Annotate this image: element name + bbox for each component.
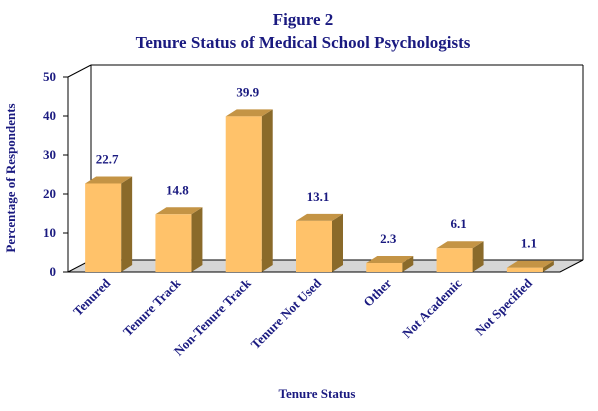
bar-top bbox=[296, 213, 343, 221]
y-tick-label: 10 bbox=[43, 225, 56, 240]
bar-side bbox=[472, 241, 484, 272]
y-tick-label: 30 bbox=[43, 147, 56, 162]
bar-front bbox=[296, 220, 332, 272]
bar-top bbox=[85, 176, 133, 184]
bar-top bbox=[436, 241, 484, 249]
bar-value-label: 22.7 bbox=[96, 151, 119, 166]
bar-value-label: 14.8 bbox=[166, 182, 189, 197]
x-category-label: Tenured bbox=[70, 275, 114, 319]
y-tick-label: 50 bbox=[43, 69, 56, 84]
bar-side bbox=[191, 207, 203, 272]
x-category-label: Tenure Not Used bbox=[248, 275, 325, 352]
x-category-label: Not Academic bbox=[399, 275, 465, 341]
x-category-label: Tenure Track bbox=[120, 275, 184, 339]
x-category-label: Non-Tenure Track bbox=[171, 275, 255, 359]
x-category-label: Not Specified bbox=[472, 275, 535, 338]
bar-front bbox=[155, 214, 192, 272]
bar-value-label: 2.3 bbox=[380, 231, 397, 246]
bar-front bbox=[85, 183, 122, 272]
chart-subtitle: Tenure Status of Medical School Psycholo… bbox=[136, 33, 471, 52]
bar bbox=[506, 260, 554, 272]
bar-side bbox=[402, 256, 414, 272]
bar bbox=[225, 109, 273, 272]
chart-title: Figure 2 bbox=[273, 10, 334, 29]
bar-side bbox=[542, 260, 554, 272]
bar-side bbox=[332, 213, 343, 272]
bar-top bbox=[366, 256, 414, 264]
bar-front bbox=[366, 263, 403, 272]
y-tick-label: 20 bbox=[43, 186, 56, 201]
bar-value-label: 6.1 bbox=[450, 216, 466, 231]
bar-front bbox=[506, 267, 543, 272]
bar-side bbox=[121, 176, 133, 272]
bar bbox=[436, 241, 484, 272]
bar-side bbox=[261, 109, 273, 272]
bar-value-label: 1.1 bbox=[521, 236, 537, 251]
bar bbox=[85, 176, 133, 272]
bar-front bbox=[225, 116, 262, 272]
bar-value-label: 39.9 bbox=[236, 84, 259, 99]
y-axis-title: Percentage of Respondents bbox=[3, 103, 18, 252]
bar-top bbox=[155, 207, 203, 215]
y-tick-label: 40 bbox=[43, 108, 56, 123]
bar bbox=[366, 256, 414, 272]
bar-top bbox=[225, 109, 273, 117]
bar-front bbox=[436, 248, 473, 272]
y-axis-ticks: 0 10 20 30 40 50 bbox=[43, 69, 68, 279]
bar bbox=[155, 207, 203, 272]
y-tick-label: 0 bbox=[50, 264, 57, 279]
floor-depth-edge bbox=[67, 64, 92, 78]
x-axis-title: Tenure Status bbox=[279, 386, 356, 401]
bar-top bbox=[506, 260, 554, 268]
x-category-label: Other bbox=[360, 275, 394, 309]
bar-series: 22.7 14.8 39.9 13.1 2.3 6.1 1.1 bbox=[85, 84, 554, 272]
bar-value-label: 13.1 bbox=[307, 189, 330, 204]
bar bbox=[296, 213, 343, 272]
